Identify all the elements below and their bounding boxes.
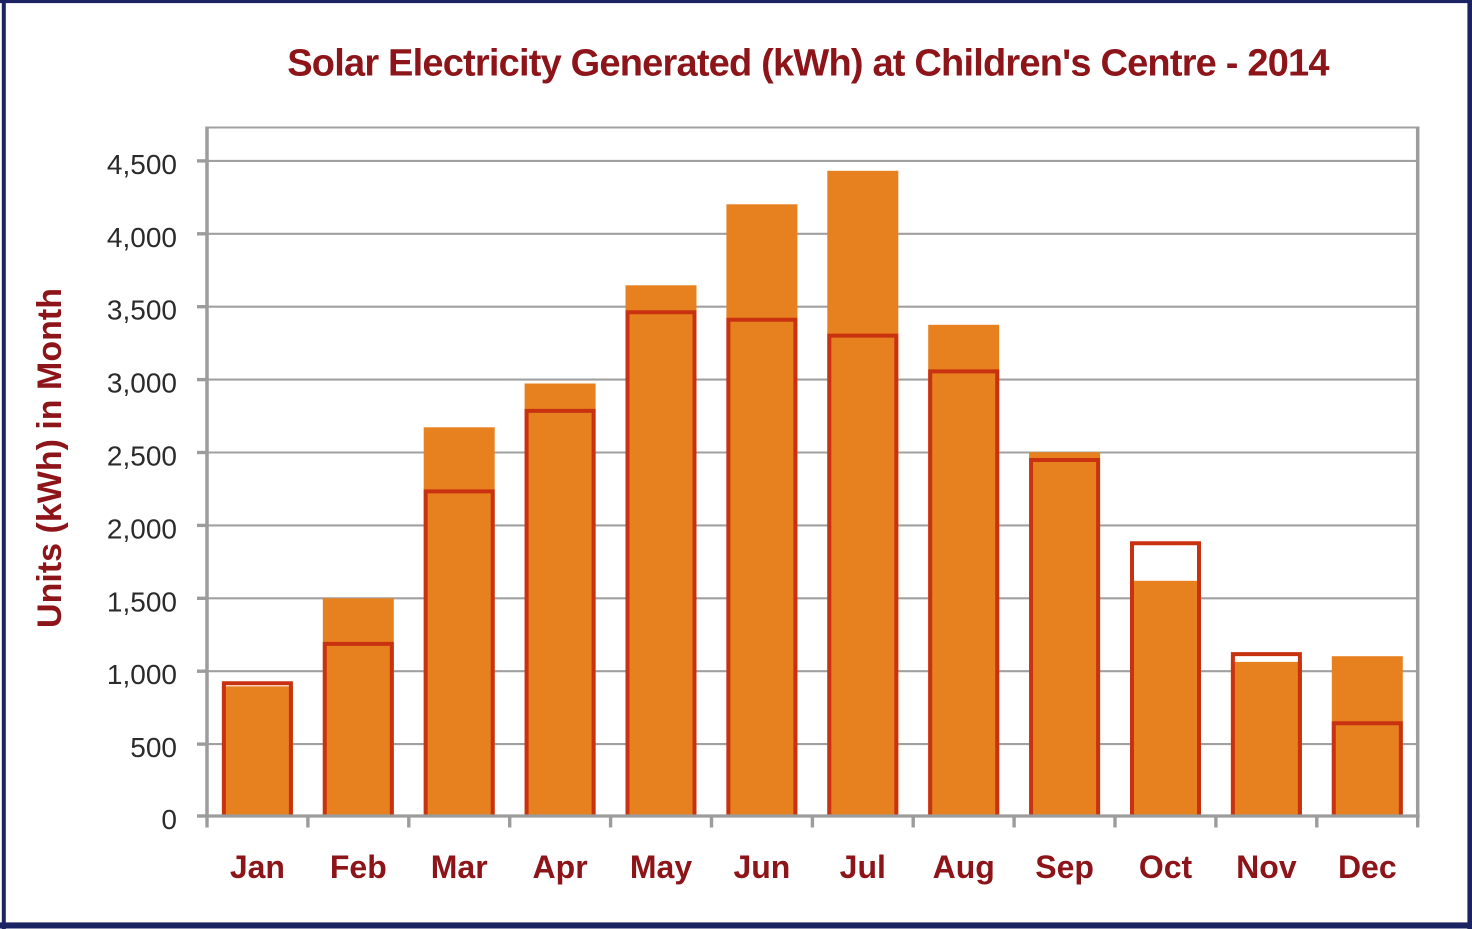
svg-text:Nov: Nov bbox=[1236, 849, 1297, 885]
svg-text:3,000: 3,000 bbox=[107, 368, 177, 399]
svg-text:3,500: 3,500 bbox=[107, 295, 177, 326]
svg-text:Units (kWh) in Month: Units (kWh) in Month bbox=[31, 288, 69, 628]
svg-text:500: 500 bbox=[130, 732, 177, 763]
svg-text:2,500: 2,500 bbox=[107, 441, 177, 472]
svg-text:4,500: 4,500 bbox=[107, 149, 177, 180]
svg-text:Sep: Sep bbox=[1035, 849, 1094, 885]
svg-text:Jan: Jan bbox=[230, 849, 285, 885]
svg-text:Aug: Aug bbox=[933, 849, 995, 885]
svg-text:Apr: Apr bbox=[533, 849, 588, 885]
svg-text:Jul: Jul bbox=[840, 849, 886, 885]
svg-text:1,500: 1,500 bbox=[107, 586, 177, 617]
svg-text:0: 0 bbox=[161, 804, 177, 835]
svg-text:Dec: Dec bbox=[1338, 849, 1397, 885]
svg-text:1,000: 1,000 bbox=[107, 659, 177, 690]
svg-text:Mar: Mar bbox=[431, 849, 488, 885]
svg-text:Feb: Feb bbox=[330, 849, 387, 885]
svg-text:4,000: 4,000 bbox=[107, 222, 177, 253]
svg-text:2,000: 2,000 bbox=[107, 513, 177, 544]
svg-text:Solar Electricity Generated (k: Solar Electricity Generated (kWh) at Chi… bbox=[287, 43, 1329, 85]
svg-text:Oct: Oct bbox=[1139, 849, 1193, 885]
svg-text:May: May bbox=[630, 849, 692, 885]
svg-text:Jun: Jun bbox=[733, 849, 790, 885]
